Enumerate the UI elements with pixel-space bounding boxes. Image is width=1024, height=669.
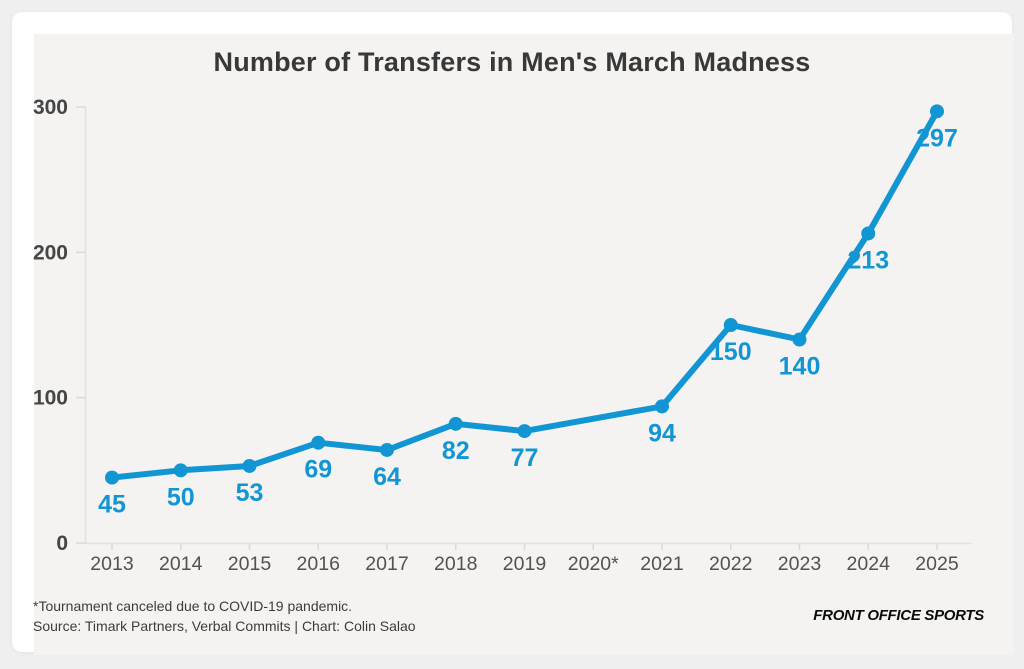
y-tick-label: 100 (33, 387, 68, 410)
x-tick-label: 2019 (503, 553, 546, 575)
chart-panel (34, 34, 1014, 655)
chart-footer: *Tournament canceled due to COVID-19 pan… (33, 596, 416, 636)
x-tick-label: 2021 (640, 553, 683, 575)
data-point (105, 470, 119, 485)
x-tick-label: 2022 (709, 553, 752, 575)
data-point (517, 424, 532, 439)
data-point (380, 442, 394, 457)
x-tick-label: 2023 (778, 553, 821, 575)
data-point-label: 297 (916, 124, 958, 152)
x-tick-label: 2016 (297, 553, 340, 575)
data-point (792, 332, 807, 347)
x-tick-label: 2015 (228, 553, 272, 575)
chart-title: Number of Transfers in Men's March Madne… (213, 47, 811, 77)
data-point (311, 435, 326, 450)
brand-logo: FRONT OFFICE SPORTS (813, 607, 984, 624)
x-tick-label: 2024 (847, 553, 891, 575)
data-point-label: 150 (710, 338, 752, 366)
series-line (109, 108, 940, 481)
data-point (448, 416, 463, 431)
chart-card (12, 12, 1014, 655)
data-point (655, 399, 669, 414)
data-point (723, 318, 738, 332)
data-point-label: 53 (236, 479, 264, 507)
data-point-label: 64 (373, 463, 401, 491)
y-tick-label: 0 (56, 532, 68, 555)
x-tick-label: 2020* (568, 553, 619, 575)
x-tick-label: 2014 (159, 553, 203, 575)
x-tick-label: 2013 (90, 553, 133, 575)
data-point (930, 104, 944, 119)
data-point-label: 69 (304, 456, 332, 484)
data-point-label: 82 (442, 437, 470, 465)
data-point (242, 458, 257, 473)
source-text: Source: Timark Partners, Verbal Commits … (33, 618, 416, 634)
y-tick-label: 200 (33, 241, 68, 264)
data-point-label: 77 (511, 444, 539, 472)
data-point (173, 463, 188, 478)
x-tick-label: 2017 (365, 553, 408, 575)
data-point (861, 226, 876, 241)
x-tick-label: 2018 (434, 553, 477, 575)
data-point-label: 213 (847, 246, 889, 274)
data-point-label: 50 (167, 483, 195, 511)
footnote-text: *Tournament canceled due to COVID-19 pan… (33, 598, 353, 614)
data-point-label: 45 (98, 491, 126, 519)
x-tick-label: 2025 (915, 553, 959, 575)
y-tick-label: 300 (33, 96, 68, 119)
data-point-label: 94 (648, 419, 676, 447)
data-point-label: 140 (779, 353, 821, 381)
